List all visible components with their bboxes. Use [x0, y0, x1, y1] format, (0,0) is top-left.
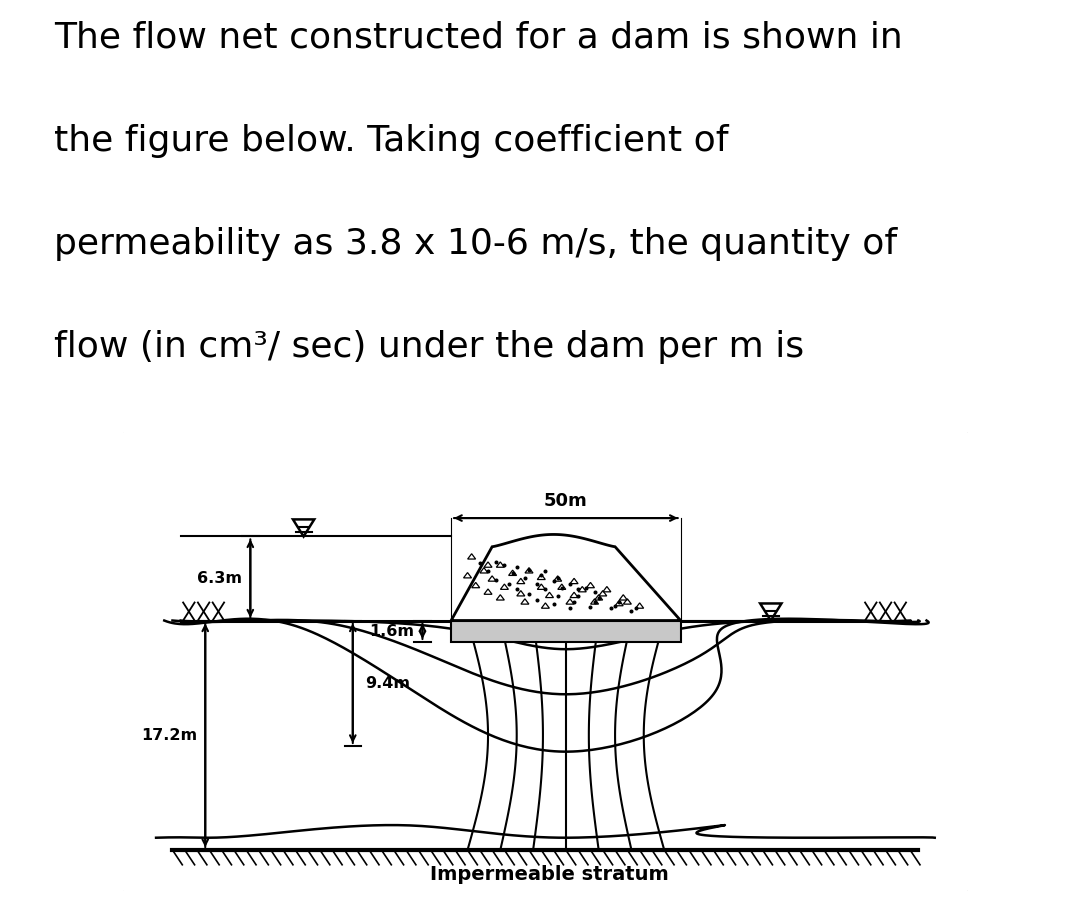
- Text: 50m: 50m: [544, 492, 588, 510]
- FancyBboxPatch shape: [121, 429, 970, 894]
- Polygon shape: [293, 519, 314, 536]
- Polygon shape: [451, 535, 680, 620]
- Polygon shape: [760, 604, 782, 620]
- Text: permeability as 3.8 x 10-6 m/s, the quantity of: permeability as 3.8 x 10-6 m/s, the quan…: [54, 227, 897, 261]
- Bar: [451, 620, 680, 642]
- Text: Impermeable stratum: Impermeable stratum: [430, 865, 669, 884]
- Text: 6.3m: 6.3m: [198, 571, 242, 586]
- Text: the figure below. Taking coefficient of: the figure below. Taking coefficient of: [54, 123, 729, 158]
- Text: The flow net constructed for a dam is shown in: The flow net constructed for a dam is sh…: [54, 20, 903, 54]
- Text: 17.2m: 17.2m: [140, 728, 197, 742]
- Text: flow (in cm³/ sec) under the dam per m is: flow (in cm³/ sec) under the dam per m i…: [54, 330, 805, 365]
- Text: 9.4m: 9.4m: [365, 676, 410, 690]
- Text: 1.6m: 1.6m: [369, 624, 415, 639]
